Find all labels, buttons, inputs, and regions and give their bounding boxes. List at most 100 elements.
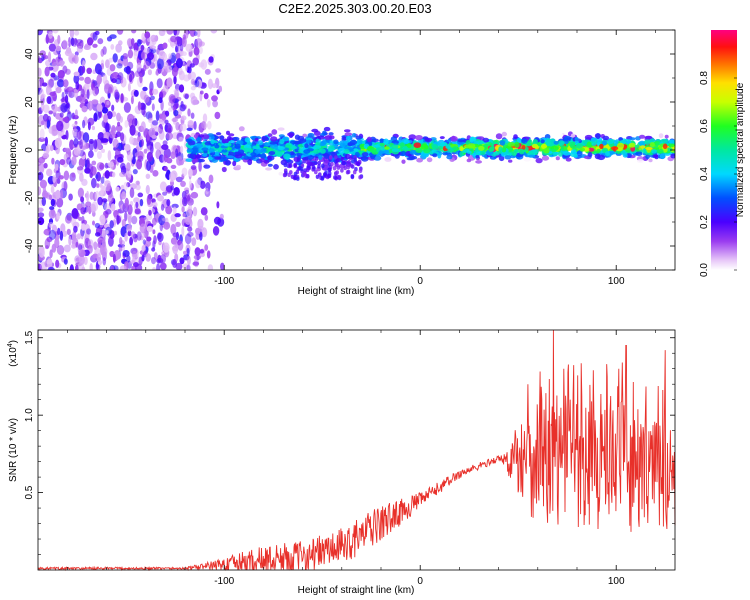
spectrogram-noise-blob bbox=[206, 250, 211, 259]
spectrogram-noise-blob bbox=[57, 227, 61, 236]
spectrogram-noise-blob bbox=[82, 132, 90, 143]
spectrogram-noise-blob bbox=[168, 172, 175, 183]
spectrogram-signal-cell bbox=[215, 132, 222, 136]
spectrogram-noise-blob bbox=[94, 222, 101, 229]
spectrogram-noise-blob bbox=[175, 45, 178, 53]
spectrogram-noise-blob bbox=[167, 124, 173, 134]
spectrogram-signal-cell bbox=[591, 142, 597, 146]
spectrogram-noise-blob bbox=[161, 144, 169, 151]
spectrogram-noise-blob bbox=[201, 121, 206, 129]
spectrogram-signal-cell bbox=[521, 138, 528, 144]
spectrogram-noise-blob bbox=[95, 174, 99, 179]
spectrogram-noise-blob bbox=[127, 230, 132, 237]
spectrogram-noise-blob bbox=[154, 141, 161, 150]
spectrogram-signal-cell bbox=[426, 157, 433, 163]
spectrogram-noise-blob bbox=[132, 169, 138, 175]
spectrogram-signal-cell bbox=[189, 154, 194, 159]
spectrogram-noise-blob bbox=[152, 217, 157, 226]
spectrogram-signal-cell bbox=[574, 137, 579, 141]
spectrogram-noise-blob bbox=[136, 231, 142, 241]
spectrogram-noise-blob bbox=[63, 147, 71, 153]
spectrogram-signal-cell bbox=[320, 148, 326, 154]
spectrogram-noise-blob bbox=[47, 266, 55, 270]
spectrogram-noise-blob bbox=[48, 31, 53, 39]
spectrogram-signal-cell bbox=[622, 153, 628, 158]
spectrogram-noise-blob bbox=[204, 244, 209, 251]
spectrogram-signal-cell bbox=[608, 151, 616, 155]
spectrogram-signal-cell bbox=[565, 157, 572, 162]
spectrogram-noise-blob bbox=[140, 139, 144, 147]
spectrogram-noise-blob bbox=[95, 171, 101, 182]
spectrogram-noise-blob bbox=[106, 100, 110, 106]
spectrogram-noise-blob bbox=[124, 197, 129, 208]
spectrogram-noise-blob bbox=[173, 30, 180, 36]
colorbar: 0.0 0.2 0.4 0.6 0.8 Normalized spectral ampl… bbox=[699, 30, 746, 277]
spectrogram-noise-blob bbox=[60, 103, 68, 113]
spectrogram-signal-cell bbox=[439, 136, 445, 140]
spectrogram-signal-cell bbox=[311, 164, 316, 170]
spectrogram-signal-cell bbox=[288, 163, 293, 168]
spectrogram-noise-blob bbox=[144, 47, 151, 54]
spectrogram-signal-cell bbox=[596, 148, 601, 153]
spectrogram-noise-blob bbox=[210, 30, 218, 34]
spectrogram-noise-blob bbox=[116, 214, 120, 225]
spectrogram-noise-blob bbox=[168, 107, 174, 112]
spectrogram-noise-blob bbox=[79, 255, 85, 265]
spectrogram-signal-cell bbox=[277, 127, 285, 131]
spectrogram-noise-blob bbox=[146, 225, 153, 232]
spectrogram-signal-cell bbox=[640, 145, 646, 149]
spectrogram-noise-blob bbox=[151, 120, 159, 126]
spectrogram-noise-blob bbox=[87, 100, 93, 111]
spectrogram-noise-blob bbox=[108, 84, 114, 94]
spectrogram-noise-blob bbox=[157, 232, 164, 242]
spectrogram-noise-blob bbox=[100, 214, 106, 226]
spectrogram-signal-cell bbox=[223, 142, 230, 147]
spectrogram-signal-cell bbox=[383, 138, 389, 145]
spectrogram-noise-blob bbox=[159, 262, 167, 270]
spectrogram-noise-blob bbox=[40, 102, 45, 112]
spectrogram-noise-blob bbox=[178, 136, 184, 142]
spectrogram-signal-cell bbox=[361, 152, 369, 157]
spectrogram-noise-blob bbox=[124, 120, 129, 128]
spectrogram-noise-blob bbox=[42, 82, 48, 87]
spectrogram-noise-blob bbox=[43, 104, 50, 113]
spectrogram-noise-blob bbox=[62, 117, 69, 122]
spectrogram-noise-blob bbox=[121, 191, 127, 200]
spectrogram-signal-cell bbox=[293, 162, 297, 168]
spectrogram-noise-blob bbox=[145, 173, 151, 179]
spectrogram-signal-cell bbox=[287, 132, 295, 137]
spectrogram-noise-blob bbox=[207, 120, 212, 130]
spectrogram-noise-blob bbox=[57, 34, 61, 45]
spectrogram-noise-blob bbox=[157, 194, 164, 202]
spectrogram-xtick-label: 0 bbox=[417, 276, 423, 287]
spectrogram-noise-blob bbox=[50, 145, 54, 152]
spectrogram-noise-blob bbox=[39, 50, 46, 57]
spectrogram-noise-blob bbox=[115, 186, 120, 192]
spectrogram-noise-blob bbox=[122, 53, 128, 60]
spectrogram-noise-blob bbox=[102, 257, 107, 266]
spectrogram-signal-cell bbox=[666, 147, 673, 152]
chart-title: C2E2.2025.303.00.20.E03 bbox=[278, 1, 431, 16]
spectrogram-signal-cell bbox=[270, 143, 278, 149]
spectrogram-noise-blob bbox=[166, 199, 171, 207]
spectrogram-noise-blob bbox=[38, 217, 45, 226]
spectrogram-noise-blob bbox=[197, 218, 204, 230]
spectrogram-signal-cell bbox=[267, 155, 272, 161]
spectrogram-noise-blob bbox=[46, 192, 50, 197]
spectrogram-signal-cell bbox=[355, 135, 363, 140]
spectrogram-noise-blob bbox=[126, 254, 131, 263]
spectrogram-noise-blob bbox=[96, 74, 102, 85]
spectrogram-noise-blob bbox=[46, 168, 53, 177]
spectrogram-noise-blob bbox=[81, 215, 85, 226]
spectrogram-noise-blob bbox=[73, 54, 77, 64]
spectrogram-noise-blob bbox=[99, 162, 105, 170]
spectrogram-noise-blob bbox=[162, 42, 168, 49]
spectrogram-signal-cell bbox=[622, 159, 628, 164]
spectrogram-signal-cell bbox=[315, 142, 321, 146]
spectrogram-signal-cell bbox=[282, 137, 289, 141]
spectrogram-signal-cell bbox=[191, 147, 199, 154]
spectrogram-noise-blob bbox=[117, 156, 124, 163]
spectrogram-noise-blob bbox=[115, 131, 122, 138]
spectrogram-signal-cell bbox=[332, 166, 337, 171]
spectrogram-ytick-label: 20 bbox=[24, 96, 35, 108]
